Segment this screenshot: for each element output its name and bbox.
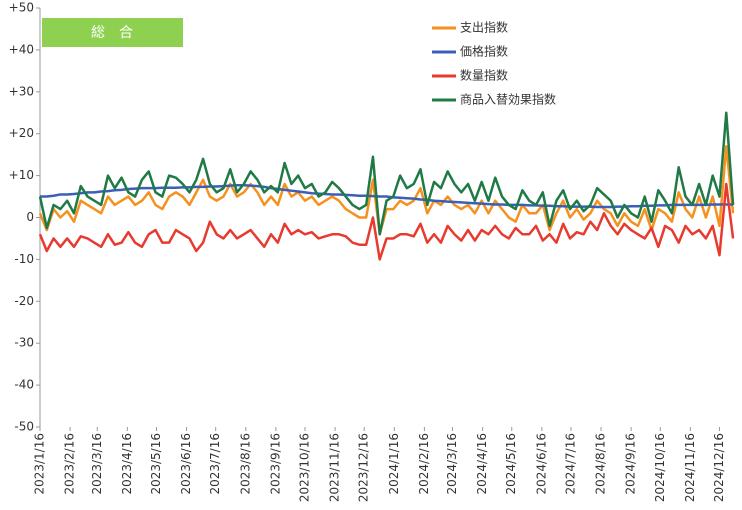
x-tick-label: 2024/3/16 <box>445 433 459 495</box>
legend-label: 価格指数 <box>460 44 508 59</box>
x-tick-label: 2023/6/16 <box>179 433 193 495</box>
series-line <box>38 182 735 261</box>
x-tick-label: 2024/6/16 <box>534 433 548 495</box>
x-tick-label: 2024/9/16 <box>624 433 638 495</box>
y-tick-label: -30 <box>14 336 34 350</box>
x-tick-label: 2024/1/16 <box>387 433 401 495</box>
chart-title: 総 合 <box>91 25 133 41</box>
x-tick-label: 2024/7/16 <box>563 433 577 495</box>
x-tick-label: 2023/12/16 <box>357 433 371 502</box>
series-line <box>38 145 735 236</box>
series-line <box>40 183 734 209</box>
x-tick-label: 2024/12/16 <box>712 433 726 502</box>
x-tick-label: 2024/11/16 <box>683 433 697 502</box>
x-tick-label: 2023/4/16 <box>120 433 134 495</box>
legend-label: 商品入替効果指数 <box>460 92 556 107</box>
x-tick-label: 2024/2/16 <box>417 433 431 495</box>
series-line <box>38 111 735 236</box>
x-tick-label: 2023/1/16 <box>33 433 47 495</box>
y-tick-label: 0 <box>26 210 34 224</box>
x-tick-label: 2024/8/16 <box>594 433 608 495</box>
x-tick-label: 2024/10/16 <box>653 433 667 502</box>
x-tick-label: 2024/4/16 <box>475 433 489 495</box>
x-tick-label: 2023/7/16 <box>208 433 222 495</box>
x-tick-label: 2023/5/16 <box>149 433 163 495</box>
y-tick-label: +30 <box>9 84 34 98</box>
y-tick-label: +50 <box>9 1 34 15</box>
y-tick-label: -40 <box>14 378 34 392</box>
x-tick-label: 2023/11/16 <box>328 433 342 502</box>
x-tick-label: 2023/3/16 <box>90 433 104 495</box>
y-tick-label: +20 <box>9 126 34 140</box>
y-tick-label: +10 <box>9 168 34 182</box>
y-tick-label: -20 <box>14 294 34 308</box>
x-tick-label: 2024/5/16 <box>504 433 518 495</box>
y-tick-label: +40 <box>9 42 34 56</box>
y-tick-label: -10 <box>14 252 34 266</box>
legend-label: 数量指数 <box>460 68 508 83</box>
x-tick-label: 2023/8/16 <box>238 433 252 495</box>
x-tick-label: 2023/9/16 <box>268 433 282 495</box>
legend-label: 支出指数 <box>460 20 508 35</box>
title-box <box>42 18 183 47</box>
x-tick-label: 2023/2/16 <box>63 433 77 495</box>
y-tick-label: -50 <box>14 420 34 434</box>
x-tick-label: 2023/10/16 <box>297 433 311 502</box>
